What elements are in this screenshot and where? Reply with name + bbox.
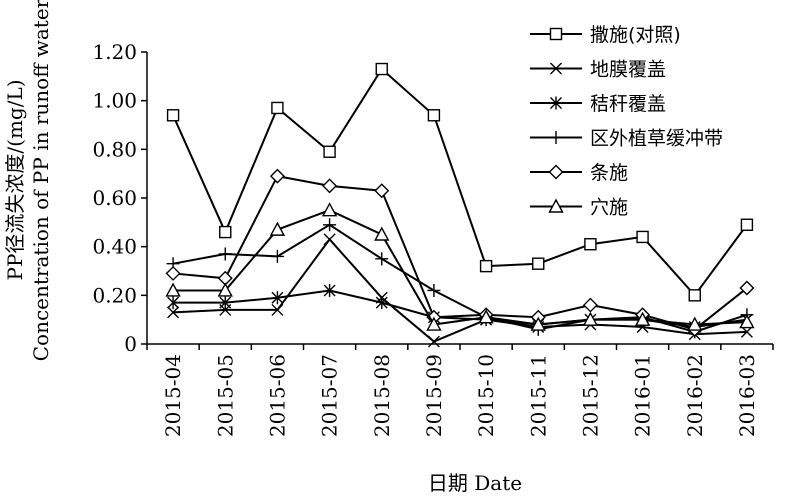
- data-point: [427, 109, 441, 122]
- x-tick-label: 2016-02: [683, 354, 707, 437]
- data-point: [426, 316, 442, 331]
- series-line: [173, 209, 747, 326]
- y-tick-label: 0.80: [92, 137, 137, 161]
- legend-marker: [548, 164, 564, 180]
- y-axis-title-en: Concentration of PP in runoff water: [29, 0, 53, 361]
- data-point: [530, 316, 546, 331]
- data-point: [375, 62, 388, 76]
- x-tick-label: 2015-06: [265, 354, 289, 437]
- data-point: [269, 168, 285, 184]
- legend-label: 秸秆覆盖: [590, 93, 666, 115]
- data-point: [219, 296, 232, 310]
- legend-item: 区外植草缓冲带: [530, 128, 723, 150]
- y-tick-label: 0: [124, 332, 137, 356]
- y-axis-ticks: 0 0.20 0.40 0.60 0.80 1.00 1.20: [92, 40, 147, 356]
- y-tick-label: 1.20: [92, 40, 137, 64]
- legend-label: 条施: [590, 162, 628, 184]
- data-point: [165, 282, 181, 297]
- data-point: [321, 202, 338, 217]
- x-tick-label: 2015-07: [318, 354, 342, 437]
- legend-item: 撒施(对照): [530, 24, 681, 46]
- series-line: [173, 237, 747, 343]
- legend-marker: [549, 27, 563, 41]
- data-point: [323, 233, 336, 246]
- data-point: [271, 291, 284, 305]
- legend-item: 秸秆覆盖: [530, 93, 666, 115]
- data-point: [167, 296, 180, 310]
- y-tick-label: 0.20: [92, 283, 137, 307]
- data-point: [375, 252, 389, 266]
- series-line: [172, 174, 748, 331]
- data-point: [687, 316, 703, 331]
- data-point: [218, 247, 232, 261]
- data-point: [269, 221, 286, 236]
- x-tick-label: 2015-10: [474, 354, 498, 437]
- series-2: [167, 233, 753, 348]
- x-axis-ticks: 2015-04 2015-05 2015-06 2015-07 2015-08 2015-…: [146, 344, 774, 437]
- data-point: [323, 283, 336, 297]
- data-point: [374, 183, 390, 199]
- data-point: [582, 311, 599, 326]
- data-point: [165, 265, 181, 281]
- series-6: [165, 202, 755, 331]
- data-point: [634, 311, 651, 326]
- data-point: [582, 297, 598, 313]
- legend-item: 穴施: [530, 197, 628, 219]
- series-group: [165, 62, 755, 348]
- y-tick-label: 1.00: [92, 89, 137, 113]
- data-point: [739, 280, 755, 296]
- data-point: [374, 226, 390, 241]
- legend-marker: [550, 96, 562, 110]
- legend-label: 撒施(对照): [590, 24, 681, 46]
- x-axis-title: 日期 Date: [428, 471, 522, 495]
- data-point: [271, 101, 284, 115]
- series-1: [166, 62, 754, 302]
- data-point: [375, 296, 388, 310]
- data-point: [532, 257, 545, 270]
- data-point: [271, 303, 284, 316]
- x-tick-label: 2016-03: [735, 354, 759, 437]
- series-3: [167, 283, 753, 334]
- series-line: [172, 67, 748, 297]
- data-point: [740, 218, 754, 231]
- data-point: [323, 218, 337, 232]
- series-5: [165, 168, 755, 337]
- x-tick-label: 2015-08: [370, 354, 394, 437]
- legend-item: 条施: [530, 162, 628, 184]
- y-axis-title-cn: PP径流失浓度/(mg/L): [3, 79, 27, 280]
- x-tick-label: 2015-11: [526, 354, 550, 437]
- x-tick-label: 2015-09: [422, 354, 446, 437]
- legend-label: 穴施: [590, 197, 628, 219]
- data-point: [636, 230, 649, 244]
- data-point: [270, 249, 284, 263]
- data-point: [217, 282, 233, 297]
- data-point: [478, 309, 494, 324]
- x-tick-label: 2015-12: [578, 354, 602, 437]
- data-point: [323, 145, 336, 158]
- legend-label: 区外植草缓冲带: [590, 128, 723, 150]
- data-point: [427, 335, 440, 348]
- data-point: [688, 289, 701, 302]
- legend-marker: [550, 62, 562, 75]
- legend-marker: [549, 131, 563, 144]
- legend-marker: [548, 198, 564, 213]
- data-point: [166, 109, 180, 122]
- data-point: [739, 314, 755, 329]
- data-point: [322, 178, 338, 194]
- y-tick-label: 0.40: [92, 235, 137, 259]
- data-point: [219, 225, 232, 239]
- legend-item: 地膜覆盖: [530, 59, 666, 81]
- y-tick-label: 0.60: [92, 186, 137, 210]
- data-point: [584, 238, 597, 251]
- x-tick-label: 2015-04: [161, 354, 185, 437]
- legend-label: 地膜覆盖: [590, 59, 666, 81]
- data-point: [427, 283, 441, 297]
- x-tick-label: 2015-05: [213, 354, 237, 437]
- data-point: [479, 259, 493, 273]
- data-point: [167, 306, 180, 319]
- x-tick-label: 2016-01: [631, 354, 655, 437]
